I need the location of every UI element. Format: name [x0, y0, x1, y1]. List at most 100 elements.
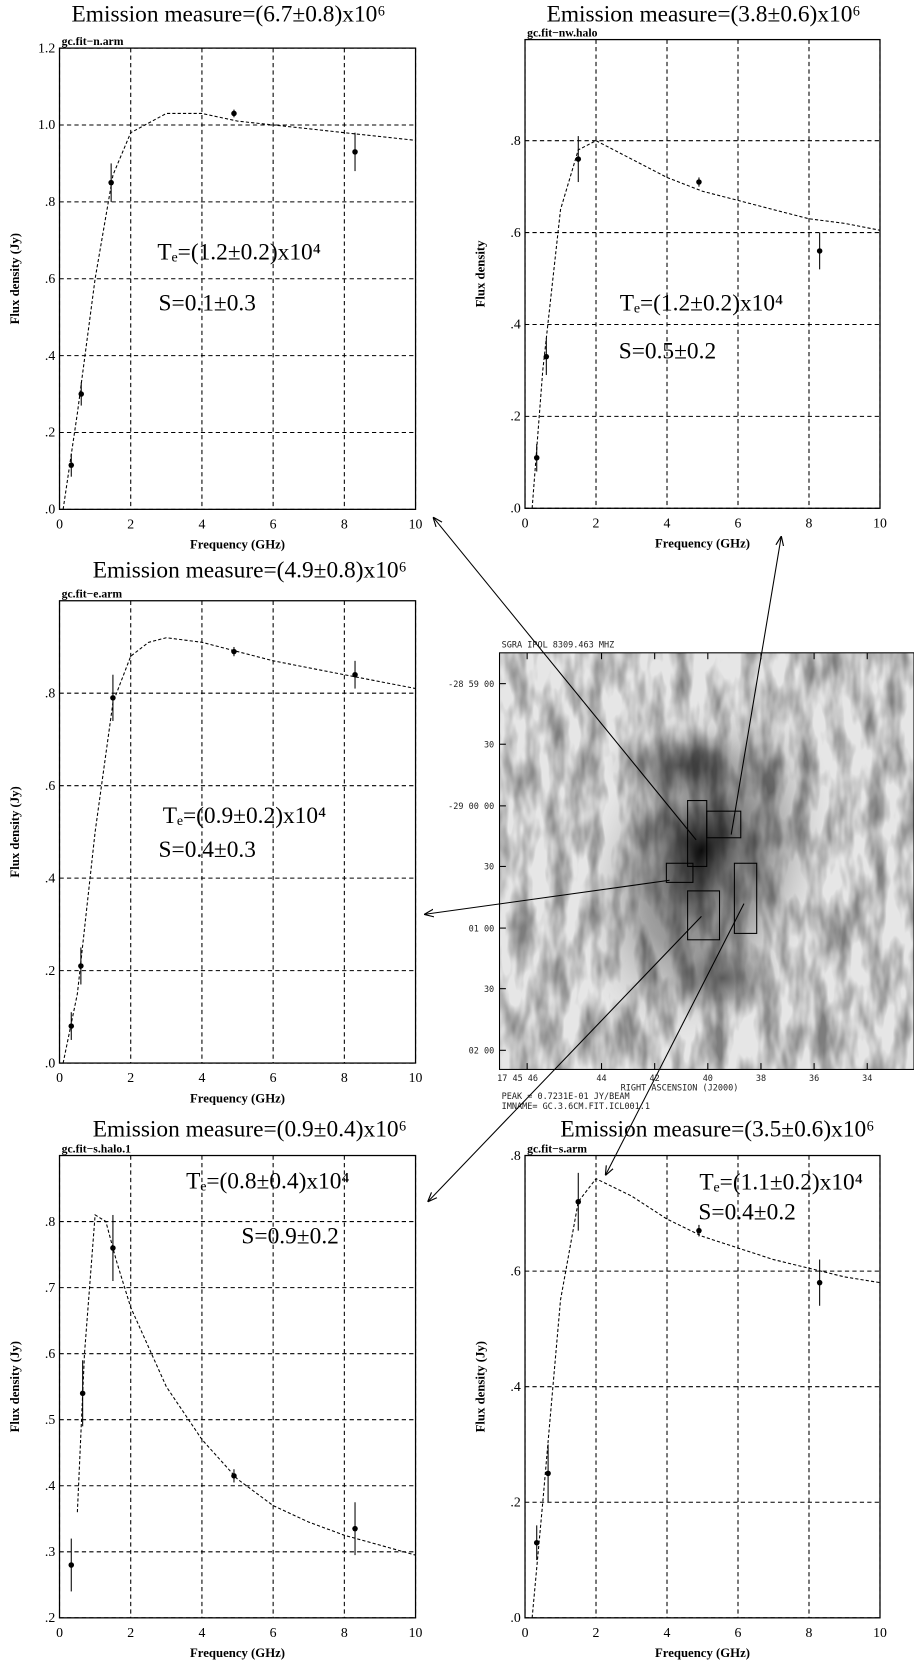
x-tick-label: 2 — [127, 1625, 134, 1640]
y-tick-label: .8 — [510, 133, 520, 148]
y-tick-label: .4 — [510, 317, 520, 332]
data-point — [78, 963, 84, 969]
x-tick-label: 10 — [873, 1625, 887, 1640]
radio-image: SGRA IPOL 8309.463 MHZ RIGHT ASCENSION (… — [448, 641, 914, 1112]
data-point — [817, 1280, 823, 1286]
fit-curve — [532, 1179, 880, 1618]
y-tick-label: .4 — [45, 870, 55, 885]
x-tick-label: 0 — [522, 515, 529, 530]
y-tick-label: .6 — [45, 271, 55, 286]
x-tick-label: 2 — [127, 516, 134, 531]
x-axis-label: Frequency (GHz) — [190, 1091, 285, 1105]
data-point — [78, 391, 84, 397]
data-point — [231, 649, 237, 655]
data-point — [545, 1471, 551, 1477]
x-tick-label: 8 — [341, 516, 348, 531]
y-tick-label: .2 — [45, 963, 55, 978]
y-tick-label: .0 — [510, 501, 520, 516]
x-tick-label: 6 — [735, 515, 742, 530]
chart-title: Emission measure=(3.5±0.6)x10⁶ — [560, 1116, 874, 1142]
ra-label: 44 — [596, 1074, 606, 1084]
figure: SGRA IPOL 8309.463 MHZ RIGHT ASCENSION (… — [0, 0, 914, 1667]
fit-curve — [77, 1215, 415, 1555]
chart: Emission measure=(6.7±0.8)x10⁶gc.fit−n.a… — [8, 2, 422, 552]
y-tick-label: .7 — [45, 1280, 55, 1295]
y-tick-label: .6 — [510, 225, 520, 240]
x-tick-label: 6 — [270, 1625, 277, 1640]
data-point — [534, 1540, 540, 1546]
data-point — [817, 248, 823, 254]
y-tick-label: .4 — [45, 1478, 55, 1493]
x-tick-label: 6 — [270, 516, 277, 531]
image-peak: PEAK = 0.7231E-01 JY/BEAM — [502, 1092, 630, 1102]
x-tick-label: 2 — [593, 1625, 600, 1640]
y-tick-label: .6 — [45, 778, 55, 793]
y-axis-label: Flux density (Jy) — [474, 1341, 488, 1432]
data-point — [231, 111, 237, 117]
data-point — [231, 1473, 237, 1479]
x-axis-label: Frequency (GHz) — [655, 537, 750, 551]
x-tick-label: 10 — [409, 1625, 423, 1640]
y-tick-label: .8 — [45, 194, 55, 209]
chart: Emission measure=(3.8±0.6)x10⁶gc.fit−nw.… — [474, 2, 887, 551]
x-tick-label: 8 — [806, 515, 813, 530]
x-tick-label: 6 — [270, 1070, 277, 1085]
plot-frame — [60, 601, 416, 1063]
y-tick-label: .3 — [45, 1544, 55, 1559]
emission — [500, 653, 914, 1076]
plot-frame — [525, 40, 880, 509]
image-name: IMNAME= GC.3.6CM.FIT.ICL001.1 — [502, 1102, 650, 1112]
x-axis-label: Frequency (GHz) — [190, 1646, 285, 1660]
x-tick-label: 4 — [664, 1625, 671, 1640]
ra-label: 40 — [703, 1074, 713, 1084]
chart-subtitle: gc.fit−n.arm — [62, 35, 124, 48]
annotation: Tₑ=(1.2±0.2)x10⁴ — [157, 240, 320, 266]
x-tick-label: 6 — [735, 1625, 742, 1640]
x-tick-label: 8 — [341, 1070, 348, 1085]
y-tick-label: .0 — [45, 502, 55, 517]
x-tick-label: 8 — [806, 1625, 813, 1640]
annotation: S=0.5±0.2 — [619, 338, 716, 364]
x-tick-label: 4 — [198, 516, 205, 531]
y-tick-label: .2 — [510, 1495, 520, 1510]
ra-label: 38 — [756, 1074, 766, 1084]
x-tick-label: 0 — [522, 1625, 529, 1640]
dec-label: 01 00 — [469, 924, 495, 934]
x-tick-label: 2 — [127, 1070, 134, 1085]
y-tick-label: .8 — [45, 1214, 55, 1229]
dec-label: 30 — [484, 863, 494, 873]
y-tick-label: .2 — [45, 425, 55, 440]
y-tick-label: .8 — [45, 685, 55, 700]
chart-subtitle: gc.fit−s.arm — [527, 1142, 587, 1155]
y-tick-label: .6 — [45, 1346, 55, 1361]
y-axis-label: Flux density — [474, 240, 488, 308]
dec-label: 02 00 — [469, 1046, 495, 1056]
dec-label: -28 59 00 — [448, 680, 494, 690]
x-tick-label: 8 — [341, 1625, 348, 1640]
chart-title: Emission measure=(0.9±0.4)x10⁶ — [93, 1116, 407, 1142]
data-point — [576, 156, 582, 162]
data-point — [69, 1023, 75, 1029]
dec-label: 30 — [484, 985, 494, 995]
chart-title: Emission measure=(4.9±0.8)x10⁶ — [93, 557, 407, 583]
y-axis-label: Flux density (Jy) — [8, 1341, 22, 1432]
chart: Emission measure=(4.9±0.8)x10⁶gc.fit−e.a… — [8, 557, 422, 1105]
data-point — [576, 1199, 582, 1205]
chart-subtitle: gc.fit−nw.halo — [527, 26, 597, 39]
data-point — [696, 1228, 702, 1234]
ra-axis-label: RIGHT ASCENSION (J2000) — [621, 1084, 739, 1094]
data-point — [69, 462, 75, 468]
data-point — [544, 354, 550, 360]
ra-label: 17 45 46 — [497, 1074, 538, 1084]
x-tick-label: 0 — [56, 1625, 63, 1640]
x-axis-label: Frequency (GHz) — [655, 1646, 750, 1660]
ra-label: 34 — [862, 1074, 872, 1084]
y-axis-label: Flux density (Jy) — [8, 786, 22, 877]
y-tick-label: 1.0 — [38, 117, 55, 132]
y-tick-label: .4 — [510, 1379, 520, 1394]
y-tick-label: .0 — [45, 1055, 55, 1070]
ra-label: 36 — [809, 1074, 819, 1084]
annotation: S=0.9±0.2 — [241, 1224, 338, 1250]
data-point — [352, 149, 358, 155]
x-tick-label: 0 — [56, 516, 63, 531]
